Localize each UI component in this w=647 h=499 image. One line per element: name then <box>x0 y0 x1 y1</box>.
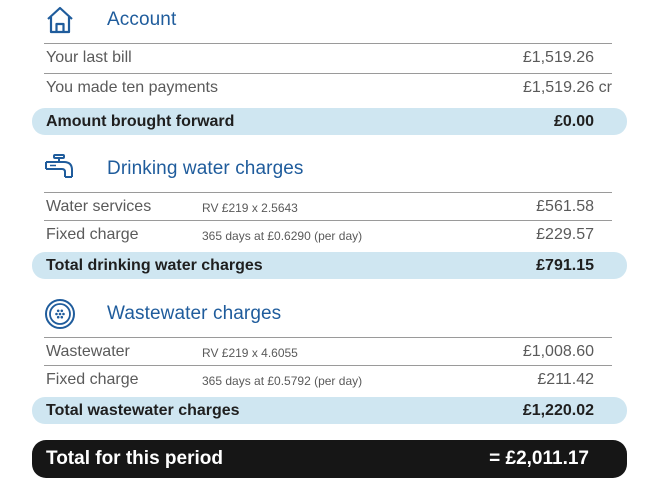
total-label: Total drinking water charges <box>46 257 263 274</box>
row-label: Wastewater <box>46 343 130 360</box>
row-amount: £229.57 <box>536 226 594 243</box>
wastewater-total-band: Total wastewater charges £1,220.02 <box>32 397 627 424</box>
total-label: Amount brought forward <box>46 113 235 130</box>
grand-total-amount: = £2,011.17 <box>489 448 589 469</box>
row-label: Your last bill <box>46 49 132 66</box>
drinking-total-band: Total drinking water charges £791.15 <box>32 252 627 279</box>
row-amount: £561.58 <box>536 198 594 215</box>
account-section: Account <box>0 4 647 40</box>
account-title: Account <box>107 9 177 30</box>
account-header: Account <box>0 4 647 40</box>
drinking-section: Drinking water charges <box>0 151 647 187</box>
account-row-payments: You made ten payments £1,519.26 cr <box>44 73 612 102</box>
credit-suffix: cr <box>598 79 612 96</box>
total-amount: £791.15 <box>536 257 594 274</box>
row-label: Fixed charge <box>46 226 139 243</box>
total-amount: £1,220.02 <box>522 402 594 419</box>
grand-total-band: Total for this period = £2,011.17 <box>32 440 627 478</box>
wastewater-row-fixed-charge: Fixed charge 365 days at £0.5792 (per da… <box>44 365 612 394</box>
drinking-header: Drinking water charges <box>0 151 647 187</box>
tap-icon <box>45 154 73 178</box>
row-calculation: 365 days at £0.5792 (per day) <box>202 374 363 388</box>
house-icon <box>47 6 73 34</box>
total-amount: £0.00 <box>553 113 594 130</box>
wastewater-header: Wastewater charges <box>0 296 647 332</box>
row-amount: £1,008.60 <box>522 343 594 360</box>
wastewater-section: Wastewater charges <box>0 296 647 332</box>
drain-icon <box>45 299 75 329</box>
drinking-title: Drinking water charges <box>107 158 304 179</box>
row-calculation: 365 days at £0.6290 (per day) <box>202 229 363 243</box>
row-label: Water services <box>46 198 152 215</box>
wastewater-row-wastewater: Wastewater RV £219 x 4.6055 £1,008.60 <box>44 337 612 366</box>
row-label: You made ten payments <box>46 79 218 96</box>
row-amount: £1,519.26 <box>522 49 594 66</box>
row-label: Fixed charge <box>46 371 139 388</box>
row-amount: £211.42 <box>537 371 594 388</box>
wastewater-title: Wastewater charges <box>107 303 282 324</box>
drinking-row-fixed-charge: Fixed charge 365 days at £0.6290 (per da… <box>44 220 612 249</box>
row-calculation: RV £219 x 2.5643 <box>202 201 298 215</box>
row-amount: £1,519.26 cr <box>523 79 612 97</box>
total-label: Total wastewater charges <box>46 402 240 419</box>
amount-value: £1,519.26 <box>523 79 595 96</box>
account-row-last-bill: Your last bill £1,519.26 <box>44 43 612 72</box>
row-calculation: RV £219 x 4.6055 <box>202 346 298 360</box>
drinking-row-water-services: Water services RV £219 x 2.5643 £561.58 <box>44 192 612 221</box>
grand-total-label: Total for this period <box>46 448 223 469</box>
account-total-band: Amount brought forward £0.00 <box>32 108 627 135</box>
